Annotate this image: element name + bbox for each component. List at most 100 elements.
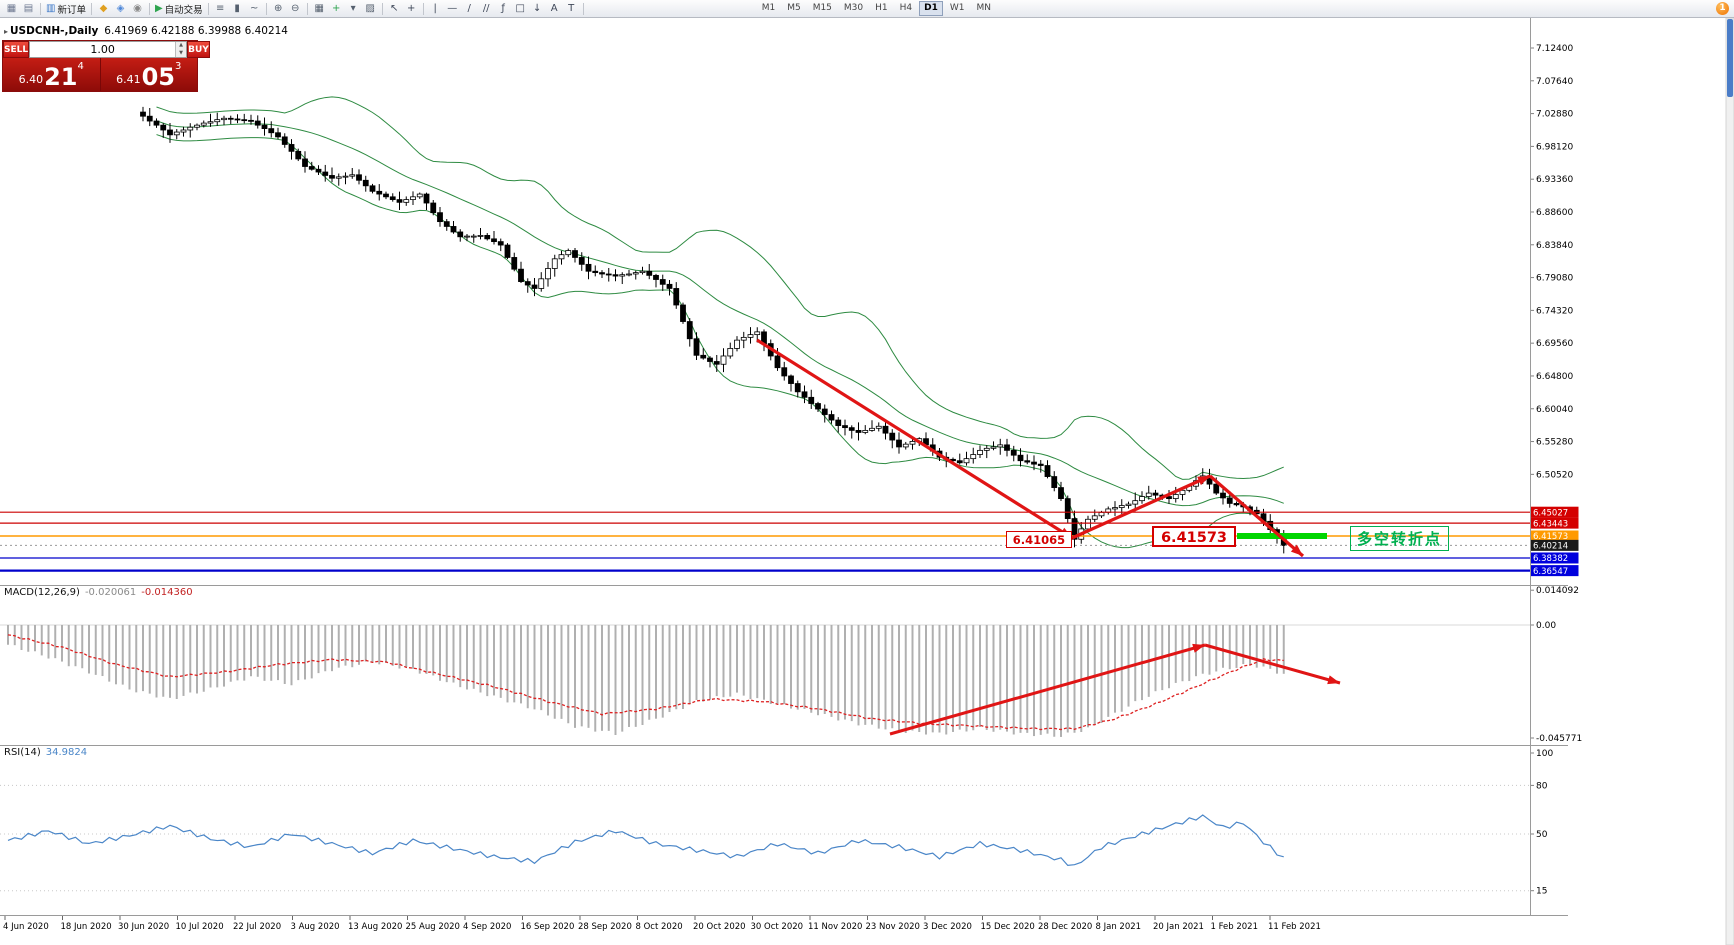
new-order-button[interactable]: ▥ 新订单	[44, 1, 88, 16]
buy-button[interactable]: BUY	[187, 41, 210, 58]
lot-spinner: ▲ ▼	[175, 42, 187, 57]
templates-icon[interactable]: ▨	[362, 1, 379, 16]
price-callout-pivot[interactable]: 6.41573	[1152, 526, 1236, 547]
price-axis-label: 6.50520	[1536, 470, 1573, 480]
lot-size-input[interactable]	[30, 42, 176, 57]
pivot-text-label[interactable]: 多空转折点	[1350, 526, 1450, 551]
trendline-icon-glyph: /	[467, 2, 471, 14]
date-axis-label: 3 Aug 2020	[291, 922, 340, 932]
cursor-icon[interactable]: ↖	[386, 1, 403, 16]
trend-arrow-2[interactable]	[1208, 474, 1305, 558]
data-window-icon[interactable]: ◈	[112, 1, 129, 16]
buy-price-display[interactable]: 6.41 05 3	[100, 58, 197, 91]
shapes-icon-glyph: □	[515, 2, 525, 14]
sell-price-display[interactable]: 6.40 21 4	[3, 58, 100, 91]
arrows-tool-icon-glyph: ↓	[532, 2, 542, 14]
timeframe-w1[interactable]: W1	[949, 3, 965, 13]
date-axis-label: 16 Sep 2020	[521, 922, 575, 932]
toolbar-separator	[381, 2, 383, 15]
market-watch-icon[interactable]: ◆	[95, 1, 112, 16]
shapes-icon[interactable]: □	[512, 1, 529, 16]
trendline-icon[interactable]: /	[461, 1, 478, 16]
price-divider	[99, 58, 101, 91]
new-order-button-glyph: ▥	[46, 2, 56, 14]
crosshair-icon[interactable]: +	[403, 1, 420, 16]
toolbar-separator	[265, 2, 267, 15]
price-axis-label: 6.93360	[1536, 175, 1573, 185]
vertical-line-icon-glyph: |	[433, 2, 437, 14]
date-axis-label: 8 Oct 2020	[636, 922, 683, 932]
timeframe-m15[interactable]: M15	[812, 3, 832, 13]
price-axis: 7.12400 7.07640 7.02880 6.98120 6.93360 6.886…	[1530, 44, 1579, 577]
date-axis-label: 4 Jun 2020	[3, 922, 49, 932]
rsi-axis-label: 50	[1536, 830, 1548, 840]
sell-price-main: 21	[44, 63, 78, 91]
rsi-name: RSI(14)	[4, 747, 41, 758]
profiles-icon[interactable]: ▤	[20, 1, 37, 16]
buy-price-prefix: 6.41	[116, 73, 141, 86]
lot-decrement-button[interactable]: ▼	[176, 49, 187, 57]
price-callout-low[interactable]: 6.41065	[1006, 531, 1072, 548]
timeframe-h4[interactable]: H4	[899, 3, 913, 13]
price-axis-label: 6.83840	[1536, 241, 1573, 251]
horizontal-line-icon[interactable]: —	[444, 1, 461, 16]
timeframe-d1[interactable]: D1	[919, 1, 943, 16]
macd-arrow-1[interactable]	[1204, 643, 1341, 685]
toolbar-separator	[40, 2, 41, 15]
indicators-list-icon[interactable]: ▾	[345, 1, 362, 16]
scrollbar-thumb[interactable]	[1727, 19, 1733, 97]
bar-chart-mode-icon[interactable]: ≡	[212, 1, 229, 16]
price-tag-6.41573	[1530, 530, 1579, 542]
timeframe-mn[interactable]: MN	[976, 3, 991, 13]
trend-arrow-1[interactable]	[1071, 474, 1211, 540]
rsi-pane: 100 80 50 15	[0, 749, 1553, 897]
fibonacci-icon[interactable]: ƒ	[495, 1, 512, 16]
arrows-tool-icon[interactable]: ↓	[529, 1, 546, 16]
price-tag-6.43443	[1530, 517, 1579, 529]
text-tool-icon[interactable]: A	[546, 1, 563, 16]
date-axis-label: 10 Jul 2020	[176, 922, 224, 932]
macd-arrow-0[interactable]	[889, 643, 1206, 736]
date-axis-label: 22 Jul 2020	[233, 922, 281, 932]
trend-arrows-main	[756, 338, 1305, 558]
price-axis-label: 6.74320	[1536, 306, 1573, 316]
profiles-icon-glyph: ▤	[23, 2, 34, 14]
date-axis-label: 30 Oct 2020	[751, 922, 804, 932]
timeframe-h1[interactable]: H1	[875, 3, 888, 13]
rsi-label: RSI(14) 34.9824	[4, 747, 92, 758]
sell-button[interactable]: SELL	[3, 41, 30, 58]
vertical-line-icon[interactable]: |	[427, 1, 444, 16]
timeframe-m5[interactable]: M5	[787, 3, 801, 13]
lot-increment-button[interactable]: ▲	[176, 42, 187, 50]
chart-ohlc-header: ▸ USDCNH-,Daily 6.41969 6.42188 6.39988 6.…	[4, 25, 288, 37]
data-window-icon-glyph: ◈	[116, 2, 125, 14]
auto-trading-button[interactable]: ▶ 自动交易	[153, 1, 205, 16]
candlestick-mode-icon[interactable]: ▮	[229, 1, 246, 16]
tile-windows-icon[interactable]: ▦	[311, 1, 328, 16]
line-chart-mode-icon[interactable]: ~	[246, 1, 263, 16]
zoom-out-icon[interactable]: ⊖	[287, 1, 304, 16]
date-axis-label: 28 Sep 2020	[578, 922, 632, 932]
channel-icon[interactable]: //	[478, 1, 495, 16]
notification-badge[interactable]: 1	[1716, 2, 1729, 15]
price-tag-text: 6.43443	[1533, 519, 1568, 529]
new-chart-icon[interactable]: ▦	[3, 1, 20, 16]
date-axis-label: 25 Aug 2020	[406, 922, 460, 932]
timeframe-m30[interactable]: M30	[843, 3, 864, 13]
fibonacci-icon-glyph: ƒ	[501, 2, 505, 14]
toolbar-separator	[148, 2, 150, 15]
date-axis-label: 3 Dec 2020	[923, 922, 972, 932]
rsi-axis-label: 15	[1536, 887, 1547, 897]
candlestick-series	[140, 106, 1287, 554]
price-axis-label: 6.88600	[1536, 208, 1573, 218]
vertical-scrollbar[interactable]	[1725, 17, 1734, 945]
navigator-icon[interactable]: ◉	[129, 1, 146, 16]
templates-icon-glyph: ▨	[365, 2, 375, 14]
auto-trading-button-label: 自动交易	[164, 4, 203, 16]
timeframe-m1[interactable]: M1	[761, 3, 776, 13]
zoom-in-icon[interactable]: ⊕	[270, 1, 287, 16]
macd-axis-label: 0.014092	[1536, 586, 1579, 596]
label-tool-icon[interactable]: T	[563, 1, 580, 16]
indicators-icon[interactable]: +	[328, 1, 345, 16]
